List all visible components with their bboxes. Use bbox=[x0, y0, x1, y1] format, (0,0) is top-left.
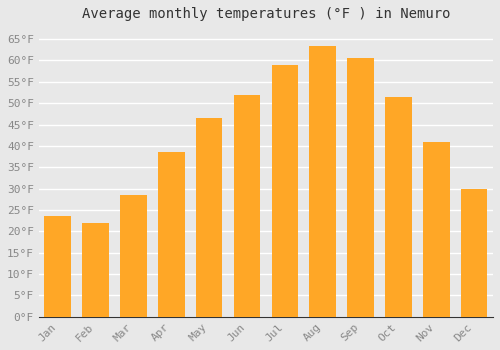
Title: Average monthly temperatures (°F ) in Nemuro: Average monthly temperatures (°F ) in Ne… bbox=[82, 7, 450, 21]
Bar bbox=[44, 216, 71, 317]
Bar bbox=[82, 223, 109, 317]
Bar bbox=[234, 94, 260, 317]
Bar bbox=[310, 46, 336, 317]
Bar bbox=[120, 195, 146, 317]
Bar bbox=[158, 152, 184, 317]
Bar bbox=[348, 58, 374, 317]
Bar bbox=[272, 65, 298, 317]
Bar bbox=[423, 142, 450, 317]
Bar bbox=[196, 118, 222, 317]
Bar bbox=[461, 189, 487, 317]
Bar bbox=[385, 97, 411, 317]
